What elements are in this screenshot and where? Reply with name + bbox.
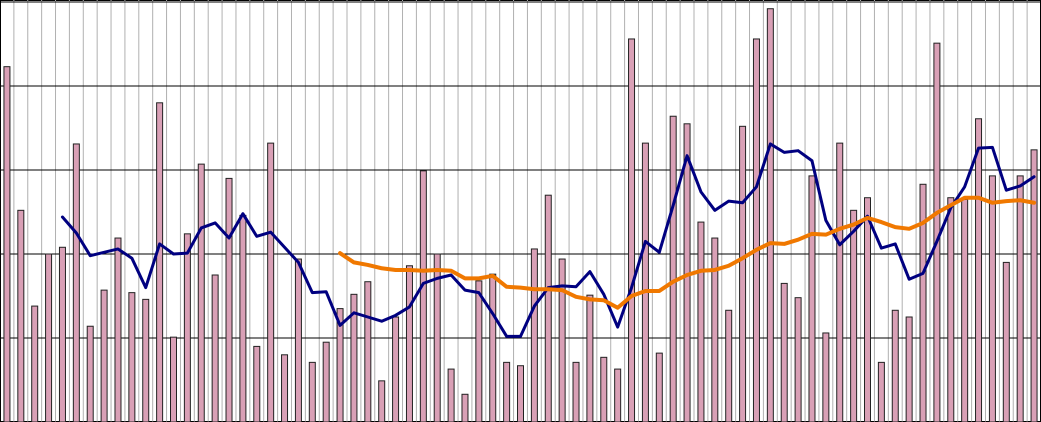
bar bbox=[655, 352, 663, 422]
bar bbox=[447, 368, 455, 422]
bar bbox=[45, 253, 53, 422]
bar bbox=[253, 345, 261, 422]
bar bbox=[794, 297, 802, 422]
bar bbox=[461, 393, 469, 422]
bar bbox=[350, 293, 358, 422]
bar bbox=[586, 294, 594, 422]
bar bbox=[877, 361, 885, 422]
bar bbox=[988, 175, 996, 422]
bar bbox=[711, 237, 719, 422]
bar bbox=[322, 341, 330, 422]
bar bbox=[170, 336, 177, 422]
bar bbox=[864, 197, 871, 422]
bar bbox=[239, 214, 247, 422]
bar bbox=[419, 170, 427, 422]
bar bbox=[752, 38, 760, 422]
bar bbox=[142, 298, 150, 422]
bar bbox=[156, 102, 164, 422]
bar bbox=[503, 361, 511, 422]
bar bbox=[114, 237, 122, 422]
bar bbox=[572, 361, 580, 422]
bar bbox=[822, 332, 830, 422]
bar bbox=[919, 183, 927, 422]
bar bbox=[392, 316, 400, 422]
bar bbox=[530, 248, 538, 422]
bar bbox=[433, 253, 441, 422]
bar bbox=[197, 163, 205, 422]
bar bbox=[58, 246, 66, 422]
bar bbox=[267, 142, 275, 422]
bar bbox=[947, 197, 955, 422]
bar bbox=[600, 356, 608, 422]
bar bbox=[1016, 175, 1024, 422]
bar bbox=[614, 368, 622, 422]
bar bbox=[72, 143, 80, 422]
bar bbox=[3, 66, 11, 422]
bar bbox=[475, 280, 483, 422]
bar bbox=[405, 265, 413, 422]
bar bbox=[891, 309, 899, 422]
bar bbox=[641, 142, 649, 422]
bar bbox=[544, 194, 552, 422]
bar bbox=[294, 258, 302, 422]
bar bbox=[517, 365, 524, 422]
bar bbox=[697, 221, 705, 422]
bar bbox=[31, 305, 39, 422]
bar bbox=[558, 258, 566, 422]
bar bbox=[378, 380, 386, 422]
bar bbox=[128, 292, 136, 422]
bar bbox=[1002, 261, 1010, 422]
line-series bbox=[338, 195, 1037, 310]
bar bbox=[808, 175, 816, 422]
bar bbox=[211, 274, 219, 422]
bar bbox=[766, 8, 774, 422]
bar bbox=[725, 309, 733, 422]
bar bbox=[225, 177, 233, 422]
bar bbox=[364, 281, 372, 422]
bar bbox=[961, 198, 969, 422]
bar bbox=[86, 325, 94, 422]
bar bbox=[739, 125, 747, 422]
bar bbox=[905, 316, 913, 422]
bar bbox=[308, 361, 316, 422]
bar bbox=[100, 289, 108, 422]
bar bbox=[836, 142, 844, 422]
bar bbox=[17, 209, 25, 422]
bar bbox=[669, 115, 677, 422]
bar bbox=[489, 273, 497, 422]
bar bbox=[975, 118, 983, 422]
bar bbox=[850, 209, 858, 422]
bar bbox=[628, 38, 636, 422]
bar bbox=[336, 308, 344, 422]
bar bbox=[281, 354, 289, 422]
bar bbox=[780, 282, 788, 422]
bar bbox=[183, 233, 191, 422]
bar bbox=[1030, 149, 1038, 422]
